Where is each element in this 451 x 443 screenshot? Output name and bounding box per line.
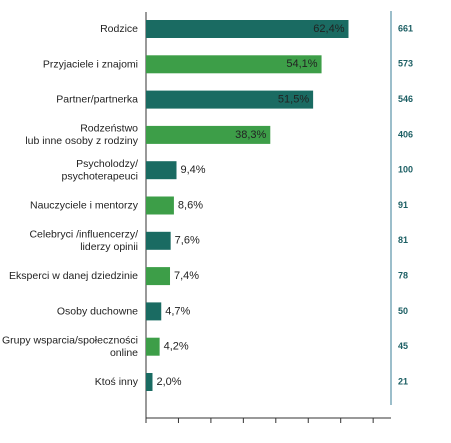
value-label: 4,7% <box>165 305 190 317</box>
bar <box>146 231 171 250</box>
category-label: Rodzice <box>100 23 138 35</box>
value-label: 54,1% <box>286 58 317 70</box>
bar <box>146 90 314 109</box>
value-label: 7,4% <box>174 270 199 282</box>
bar <box>146 196 174 215</box>
category-label: Celebryci /influencerzy/liderzy opinii <box>29 228 138 253</box>
count-label: 81 <box>398 235 408 245</box>
value-label: 62,4% <box>313 23 344 35</box>
value-label: 7,6% <box>175 235 200 247</box>
value-label: 2,0% <box>156 376 181 388</box>
count-label: 573 <box>398 59 413 69</box>
category-line: Przyjaciele i znajomi <box>43 58 138 70</box>
category-line: psychoterapeuci <box>62 170 138 182</box>
value-label: 4,2% <box>164 341 189 353</box>
bar <box>146 267 171 286</box>
count-label: 50 <box>398 306 408 316</box>
category-line: Osoby duchowne <box>57 305 138 317</box>
category-line: liderzy opinii <box>80 241 138 253</box>
bar <box>146 55 322 74</box>
count-label: 100 <box>398 165 413 175</box>
category-label: Partner/partnerka <box>56 93 138 105</box>
category-label: Psycholodzy/psychoterapeuci <box>62 158 139 183</box>
count-label: 406 <box>398 129 413 139</box>
category-line: Rodzeństwo <box>80 122 138 134</box>
bar <box>146 125 271 144</box>
category-line: Nauczyciele i mentorzy <box>30 199 139 211</box>
category-line: Partner/partnerka <box>56 93 138 105</box>
count-label: 661 <box>398 23 413 33</box>
category-label: Ktoś inny <box>95 376 139 388</box>
bar <box>146 161 177 180</box>
category-line: Rodzice <box>100 23 138 35</box>
value-label: 8,6% <box>178 199 203 211</box>
category-label: Osoby duchowne <box>57 305 138 317</box>
bar <box>146 302 162 321</box>
count-label: 91 <box>398 200 408 210</box>
count-label: 78 <box>398 270 408 280</box>
category-line: Celebryci /influencerzy/ <box>29 228 138 240</box>
category-line: Grupy wsparcia/społeczności <box>2 334 138 346</box>
category-line: online <box>110 347 138 359</box>
category-label: Eksperci w danej dziedzinie <box>9 270 138 282</box>
count-label: 546 <box>398 94 413 104</box>
bar <box>146 337 160 356</box>
bar <box>146 20 349 38</box>
value-label: 9,4% <box>181 164 206 176</box>
category-line: Ktoś inny <box>95 376 139 388</box>
category-label: Nauczyciele i mentorzy <box>30 199 139 211</box>
value-label: 38,3% <box>235 129 266 141</box>
category-label: Grupy wsparcia/społeczności online <box>2 334 138 359</box>
category-line: lub inne osoby z rodziny <box>25 135 138 147</box>
bar <box>146 373 153 391</box>
count-label: 45 <box>398 341 408 351</box>
category-line: Eksperci w danej dziedzinie <box>9 270 138 282</box>
value-label: 51,5% <box>278 94 309 106</box>
category-label: Przyjaciele i znajomi <box>43 58 138 70</box>
count-label: 21 <box>398 376 408 386</box>
category-line: Psycholodzy/ <box>76 158 138 170</box>
category-label: Rodzeństwo lub inne osoby z rodziny <box>25 122 138 147</box>
